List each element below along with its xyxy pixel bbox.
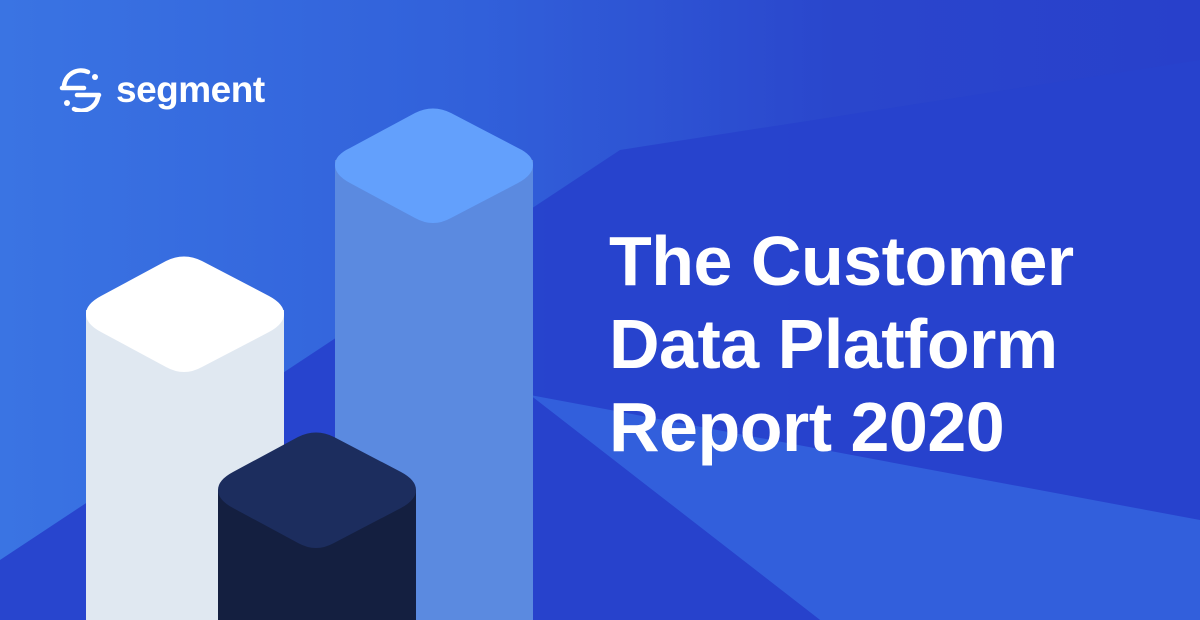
- navy-bar: [218, 432, 416, 620]
- segment-logo[interactable]: segment: [58, 66, 265, 112]
- title-line-2: Data Platform: [609, 305, 1058, 383]
- brand-name: segment: [116, 68, 265, 110]
- title-line-1: The Customer: [609, 222, 1074, 300]
- segment-logo-icon: [59, 68, 102, 112]
- page-title: The Customer Data Platform Report 2020: [609, 220, 1074, 469]
- title-line-3: Report 2020: [609, 388, 1005, 466]
